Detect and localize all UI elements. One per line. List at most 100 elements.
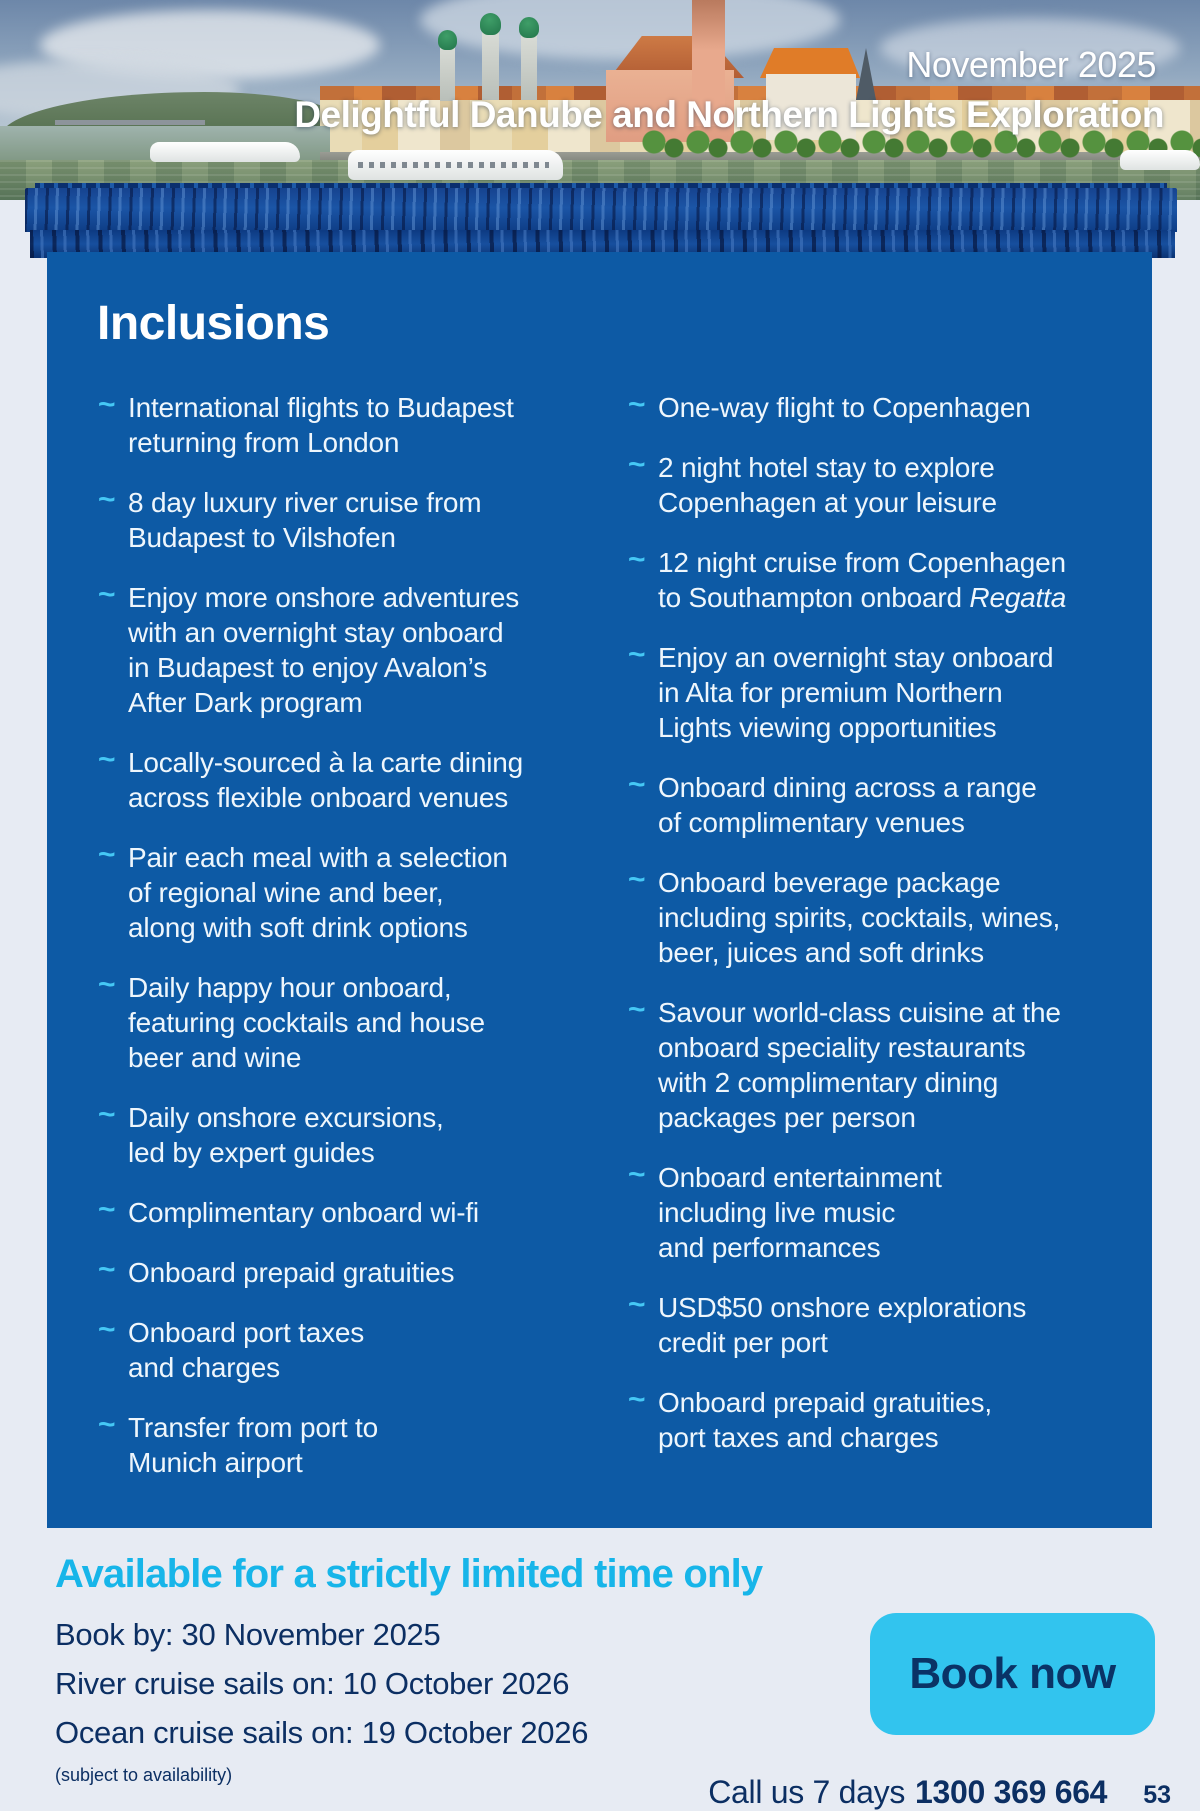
tilde-bullet-icon: ~ [98,1313,116,1346]
tilde-bullet-icon: ~ [98,578,116,611]
green-dome [438,30,457,50]
tilde-bullet-icon: ~ [98,968,116,1001]
green-dome [480,13,501,35]
inclusion-item: ~ Complimentary onboard wi-fi [98,1193,598,1230]
tilde-bullet-icon: ~ [98,1098,116,1131]
tilde-bullet-icon: ~ [628,638,646,671]
inclusion-item: ~ Savour world-class cuisine at the onboa… [628,993,1138,1135]
book-now-button[interactable]: Book now [870,1613,1155,1735]
cruise-ship [150,142,300,162]
tilde-bullet-icon: ~ [628,993,646,1026]
tilde-bullet-icon: ~ [628,1383,646,1416]
cloud-shape [880,18,1180,78]
inclusion-item: ~2 night hotel stay to explore Copenhage… [628,448,1138,520]
bridge-shape [55,120,205,125]
inclusion-item-text: 12 night cruise from Copenhagen to South… [658,547,1067,613]
inclusion-item-text: Enjoy an overnight stay onboard in Alta … [658,642,1054,743]
inclusion-item: ~ Pair each meal with a selection of regi… [98,838,598,945]
header-photo: November 2025 Delightful Danube and Nort… [0,0,1200,200]
inclusion-item: ~ Onboard dining across a range of compli… [628,768,1138,840]
offer-disclaimer: (subject to availability) [55,1765,233,1785]
inclusion-item-text: Onboard port taxes and charges [128,1317,365,1383]
curtain-ruffle [25,183,1177,258]
phone-number: 1300 369 664 [915,1774,1108,1810]
inclusion-item-text: Pair each meal with a selection of regio… [128,842,508,943]
inclusion-item: ~ Onboard prepaid gratuities [98,1253,598,1290]
inclusion-item-text: Onboard entertainment including live mus… [658,1162,942,1263]
inclusion-item-text: Savour world-class cuisine at the onboar… [658,997,1061,1133]
inclusion-item: ~ Transfer from port to Munich airport [98,1408,598,1480]
inclusion-item: ~ Enjoy more onshore adventures with an o… [98,578,598,720]
orange-roof [760,48,860,78]
curtain-tier [25,188,1177,232]
offer-block: Available for a strictly limited time on… [55,1552,763,1786]
tilde-bullet-icon: ~ [98,1253,116,1286]
inclusion-item-text: Transfer from port to Munich airport [128,1412,378,1478]
tilde-bullet-icon: ~ [628,768,646,801]
ship-name-italic: Regatta [969,582,1067,613]
tilde-bullet-icon: ~ [628,448,646,481]
inclusion-item: ~12 night cruise from Copenhagen to Sout… [628,543,1138,615]
cathedral-tower [482,30,499,100]
inclusion-item: ~ Locally-sourced à la carte dining acros… [98,743,598,815]
church-tower [692,0,725,126]
cruise-ship [1120,150,1200,170]
inclusion-item: ~8 day luxury river cruise from Budapest… [98,483,598,555]
inclusion-item: ~ Daily happy hour onboard, featuring coc… [98,968,598,1075]
tilde-bullet-icon: ~ [628,1158,646,1191]
inclusion-item-text: Enjoy more onshore adventures with an ov… [128,582,520,718]
tilde-bullet-icon: ~ [98,838,116,871]
offer-river-sails: River cruise sails on: 10 October 2026 [55,1666,570,1701]
inclusions-panel: Inclusions ~ International flights to Bud… [47,252,1152,1528]
inclusion-item: ~ Daily onshore excursions, led by expert… [98,1098,598,1170]
trees-row [640,128,1200,162]
inclusion-item: ~ International flights to Budapest retur… [98,388,598,460]
call-us-label: Call us 7 days [708,1774,906,1810]
cruise-ship [348,150,563,180]
inclusions-right-list: ~ One-way flight to Copenhagen ~2 night ho… [628,388,1138,1480]
tilde-bullet-icon: ~ [98,1193,116,1226]
tilde-bullet-icon: ~ [628,388,646,421]
tilde-bullet-icon: ~ [98,483,116,516]
inclusion-item-text: USD$50 onshore explorations credit per p… [658,1292,1027,1358]
rooftops-row [320,86,1200,104]
inclusion-item: ~ USD$50 onshore explorations credit per … [628,1288,1138,1360]
inclusions-left-list: ~ International flights to Budapest retur… [98,388,598,1505]
inclusion-item-text: International flights to Budapest return… [128,392,514,458]
cathedral-tower [521,34,537,100]
tilde-bullet-icon: ~ [628,543,646,576]
issue-date: November 2025 [906,44,1156,85]
inclusion-item-text: Onboard dining across a range of complim… [658,772,1037,838]
grey-spire [856,48,876,100]
cathedral-tower [440,45,455,101]
inclusion-item: ~ Onboard entertainment including live mu… [628,1158,1138,1265]
tilde-bullet-icon: ~ [98,1408,116,1441]
inclusion-item-text: Onboard prepaid gratuities [128,1257,455,1288]
inclusion-item-text: Daily onshore excursions, led by expert … [128,1102,444,1168]
inclusion-item: ~ Enjoy an overnight stay onboard in Alta… [628,638,1138,745]
offer-heading: Available for a strictly limited time on… [55,1552,763,1596]
green-dome [519,17,539,38]
page-title: Delightful Danube and Northern Lights Ex… [294,94,1164,135]
inclusion-item-text: One-way flight to Copenhagen [658,392,1031,423]
inclusion-item-text: Daily happy hour onboard, featuring cock… [128,972,485,1073]
inclusion-item-text: 2 night hotel stay to explore Copenhagen… [658,452,997,518]
footer: Call us 7 days 1300 369 664 53 [708,1774,1171,1811]
inclusion-item: ~ Onboard beverage package including spir… [628,863,1138,970]
tilde-bullet-icon: ~ [628,1288,646,1321]
inclusion-item: ~ One-way flight to Copenhagen [628,388,1138,425]
inclusion-item-text: Locally-sourced à la carte dining across… [128,747,523,813]
page-number: 53 [1143,1781,1171,1809]
inclusion-item-text: 8 day luxury river cruise from Budapest … [128,487,482,553]
tilde-bullet-icon: ~ [98,388,116,421]
offer-book-by: Book by: 30 November 2025 [55,1617,441,1652]
inclusion-item: ~ Onboard port taxes and charges [98,1313,598,1385]
inclusion-item-text: Complimentary onboard wi-fi [128,1197,479,1228]
tilde-bullet-icon: ~ [628,863,646,896]
inclusion-item-text: Onboard prepaid gratuities, port taxes a… [658,1387,992,1453]
offer-ocean-sails: Ocean cruise sails on: 19 October 2026 [55,1715,589,1750]
tilde-bullet-icon: ~ [98,743,116,776]
inclusion-item: ~ Onboard prepaid gratuities, port taxes … [628,1383,1138,1455]
inclusion-item-text: Onboard beverage package including spiri… [658,867,1061,968]
inclusions-heading: Inclusions [97,297,330,350]
